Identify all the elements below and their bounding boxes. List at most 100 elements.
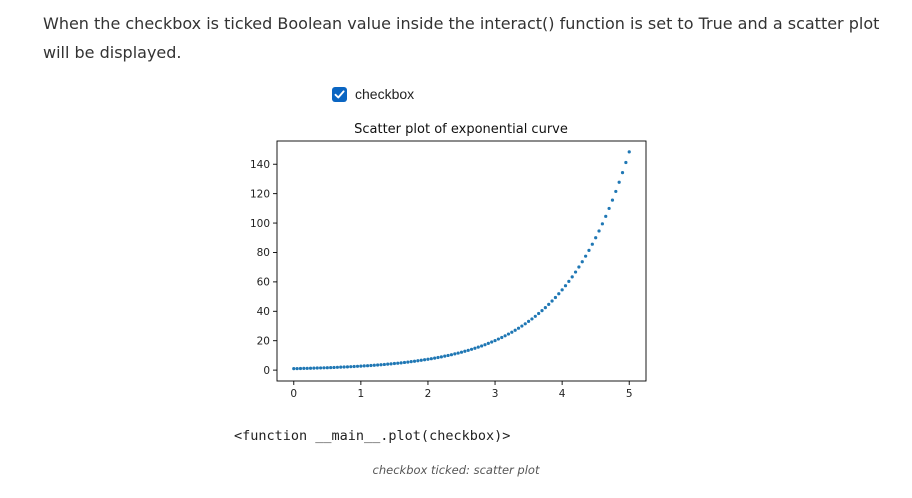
scatter-point bbox=[476, 345, 480, 349]
scatter-point bbox=[523, 322, 527, 326]
checkbox-input[interactable] bbox=[332, 86, 347, 102]
scatter-point bbox=[426, 357, 430, 361]
scatter-point bbox=[436, 355, 440, 360]
scatter-point bbox=[386, 362, 390, 366]
scatter-point bbox=[335, 365, 339, 369]
scatter-point bbox=[473, 346, 477, 350]
scatter-point bbox=[493, 338, 497, 343]
scatter-point bbox=[372, 363, 376, 367]
scatter-point bbox=[429, 357, 433, 361]
scatter-point bbox=[627, 150, 631, 154]
scatter-point bbox=[382, 362, 386, 367]
x-tick-label: 5 bbox=[626, 388, 633, 400]
scatter-point bbox=[446, 353, 450, 358]
checkmark-icon bbox=[334, 89, 345, 98]
scatter-point bbox=[419, 358, 423, 362]
scatter-point bbox=[312, 366, 316, 370]
scatter-point bbox=[614, 189, 618, 194]
scatter-point bbox=[617, 180, 621, 184]
scatter-point bbox=[597, 229, 601, 233]
scatter-point bbox=[580, 260, 584, 264]
scatter-point bbox=[329, 365, 333, 370]
scatter-point bbox=[389, 362, 393, 366]
y-tick-label: 140 bbox=[250, 159, 270, 171]
scatter-point bbox=[406, 360, 410, 364]
scatter-point bbox=[526, 319, 531, 324]
scatter-point bbox=[570, 275, 574, 279]
scatter-point bbox=[443, 354, 447, 358]
scatter-point bbox=[355, 364, 360, 368]
function-output: <function __main__.plot(checkbox)> bbox=[234, 428, 511, 444]
scatter-point bbox=[537, 311, 541, 316]
scatter-point bbox=[433, 356, 437, 360]
scatter-point bbox=[292, 367, 296, 371]
scatter-point bbox=[308, 366, 313, 370]
scatter-point bbox=[463, 349, 467, 353]
scatter-point bbox=[486, 341, 490, 345]
scatter-point bbox=[500, 335, 504, 340]
scatter-point bbox=[315, 366, 319, 370]
scatter-point bbox=[530, 317, 534, 321]
scatter-point bbox=[456, 351, 460, 355]
scatter-point bbox=[469, 347, 474, 351]
scatter-point bbox=[533, 314, 537, 318]
scatter-point bbox=[496, 337, 500, 341]
scatter-point bbox=[600, 222, 604, 226]
scatter-point bbox=[362, 364, 366, 368]
y-tick-label: 20 bbox=[257, 335, 270, 347]
scatter-point bbox=[607, 206, 611, 211]
scatter-point bbox=[399, 361, 403, 365]
scatter-point bbox=[590, 242, 594, 246]
scatter-point bbox=[459, 350, 464, 354]
scatter-point bbox=[365, 364, 370, 368]
scatter-point bbox=[560, 288, 564, 292]
scatter-point bbox=[480, 344, 484, 348]
scatter-point bbox=[594, 236, 598, 240]
y-tick-label: 40 bbox=[257, 306, 270, 318]
scatter-point bbox=[409, 360, 413, 364]
scatter-point bbox=[352, 364, 356, 369]
scatter-point bbox=[584, 254, 588, 258]
scatter-point bbox=[376, 363, 380, 367]
y-tick-label: 80 bbox=[257, 247, 270, 259]
y-tick-label: 60 bbox=[257, 277, 270, 289]
checkbox-label: checkbox bbox=[355, 86, 415, 102]
scatter-point bbox=[295, 366, 299, 371]
scatter-point bbox=[345, 365, 350, 369]
scatter-point bbox=[610, 198, 615, 202]
scatter-point bbox=[325, 366, 329, 370]
scatter-point bbox=[577, 265, 581, 269]
scatter-point bbox=[332, 365, 336, 370]
x-tick-label: 1 bbox=[358, 388, 365, 400]
intro-paragraph: When the checkbox is ticked Boolean valu… bbox=[43, 14, 880, 62]
scatter-point bbox=[573, 270, 578, 274]
scatter-point bbox=[516, 326, 521, 330]
scatter-point bbox=[439, 355, 443, 359]
scatter-point bbox=[298, 366, 303, 371]
scatter-point bbox=[342, 365, 346, 369]
x-tick-label: 3 bbox=[492, 388, 499, 400]
scatter-point bbox=[604, 214, 608, 218]
plot-frame bbox=[276, 140, 647, 382]
scatter-point bbox=[563, 284, 568, 288]
scatter-point bbox=[540, 309, 544, 313]
scatter-point bbox=[624, 160, 628, 165]
scatter-point bbox=[449, 353, 454, 357]
scatter-point bbox=[520, 324, 524, 328]
scatter-point bbox=[466, 348, 470, 352]
scatter-point bbox=[503, 334, 507, 338]
chart-title: Scatter plot of exponential curve bbox=[354, 122, 568, 137]
scatter-point bbox=[396, 361, 400, 365]
scatter-point bbox=[423, 358, 427, 362]
checkbox-widget[interactable]: checkbox bbox=[332, 84, 414, 104]
y-tick-label: 120 bbox=[250, 188, 270, 200]
scatter-point bbox=[305, 366, 309, 370]
scatter-point bbox=[416, 359, 420, 363]
scatter-point bbox=[513, 328, 517, 332]
y-tick-label: 100 bbox=[250, 218, 270, 230]
figure-caption: checkbox ticked: scatter plot bbox=[372, 463, 540, 477]
scatter-point bbox=[319, 366, 323, 370]
scatter-point bbox=[620, 171, 625, 175]
x-tick-label: 2 bbox=[425, 388, 432, 400]
scatter-point bbox=[302, 366, 306, 371]
